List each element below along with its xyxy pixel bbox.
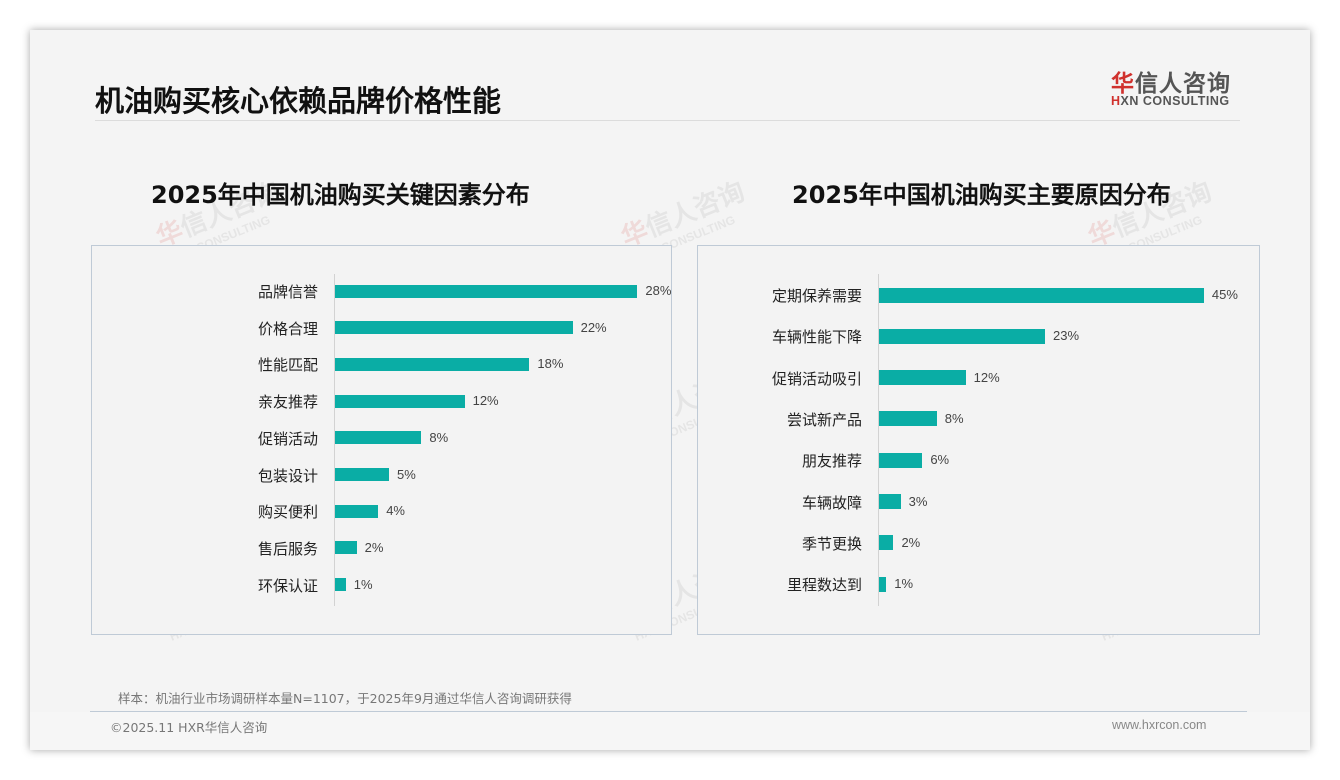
page-title: 机油购买核心依赖品牌价格性能 [95, 84, 502, 118]
data-label: 28% [645, 283, 672, 298]
bar [335, 504, 379, 518]
category-label: 尝试新产品 [786, 410, 862, 429]
category-label: 车辆性能下降 [771, 328, 862, 347]
sample-note: 样本：机油行业市场调研样本量N=1107，于2025年9月通过华信人咨询调研获得 [118, 691, 572, 706]
bar [879, 370, 966, 386]
bar [879, 494, 901, 509]
category-label: 包装设计 [257, 466, 318, 485]
category-label: 性能匹配 [257, 356, 318, 375]
bar [879, 287, 1204, 303]
bar [335, 394, 465, 408]
bar [335, 321, 573, 335]
bar [879, 328, 1046, 344]
logo-red-char: 华 [1111, 71, 1135, 97]
bar [335, 468, 389, 481]
category-label: 促销活动 [257, 429, 318, 448]
logo-text: 信人咨询 [1135, 71, 1231, 97]
data-label: 2% [364, 539, 384, 555]
logo-en-text: XN CONSULTING [1120, 94, 1230, 108]
footer-band [30, 712, 1310, 750]
data-label: 8% [944, 410, 964, 426]
data-label: 4% [386, 503, 405, 519]
chart-title-right: 2025年中国机油购买主要原因分布 [792, 181, 1171, 209]
category-axis [334, 274, 335, 606]
category-label: 购买便利 [257, 503, 318, 522]
copyright: ©2025.11 HXR华信人咨询 [110, 720, 268, 735]
data-label: 6% [930, 452, 950, 468]
bar [335, 431, 422, 445]
website-link[interactable]: www.hxrcon.com [1112, 718, 1207, 732]
category-label: 售后服务 [257, 539, 318, 558]
data-label: 12% [472, 393, 499, 409]
footer-divider [90, 711, 1247, 712]
data-label: 1% [353, 576, 373, 592]
chart-panel-left: 品牌信誉 28% 价格合理 22% 性能匹配 18% 亲友推荐 12% 促销活动 8% 包装设计 5%… [91, 245, 672, 635]
category-axis [878, 274, 879, 606]
chart-title-left: 2025年中国机油购买关键因素分布 [151, 181, 530, 209]
bar [879, 535, 894, 551]
brand-logo-en: HXN CONSULTING [1111, 94, 1230, 108]
data-label: 18% [537, 356, 564, 372]
category-label: 里程数达到 [786, 576, 862, 595]
data-label: 5% [397, 466, 416, 482]
logo-en-red: H [1111, 94, 1121, 108]
brand-logo: 华信人咨询 [1111, 64, 1231, 98]
category-label: 品牌信誉 [257, 283, 318, 301]
category-label: 车辆故障 [801, 493, 862, 512]
category-label: 价格合理 [257, 319, 318, 338]
category-label: 亲友推荐 [257, 393, 318, 412]
chart-panel-right: 定期保养需要 45% 车辆性能下降 23% 促销活动吸引 12% 尝试新产品 8% 朋友推荐 6%… [697, 245, 1260, 635]
data-label: 8% [429, 429, 449, 445]
data-label: 23% [1053, 328, 1080, 344]
category-label: 朋友推荐 [801, 452, 862, 471]
data-label: 45% [1211, 287, 1238, 302]
bar [335, 578, 346, 592]
data-label: 12% [973, 369, 1000, 385]
bar [879, 411, 937, 427]
bar [335, 357, 530, 371]
category-label: 促销活动吸引 [771, 369, 862, 388]
data-label: 2% [901, 534, 921, 550]
category-label: 定期保养需要 [771, 287, 862, 305]
category-label: 季节更换 [801, 534, 862, 553]
data-label: 1% [894, 576, 914, 592]
data-label: 3% [908, 493, 928, 509]
bar [879, 576, 887, 592]
category-label: 环保认证 [257, 576, 318, 595]
bar [879, 452, 923, 468]
data-label: 22% [580, 319, 607, 335]
slide: 华信人咨询 HXN CONSULTING 华信人咨询 HXN CONSULTING 华信… [30, 30, 1310, 750]
bar [335, 541, 357, 555]
title-divider [95, 120, 1240, 121]
bar [335, 284, 638, 298]
